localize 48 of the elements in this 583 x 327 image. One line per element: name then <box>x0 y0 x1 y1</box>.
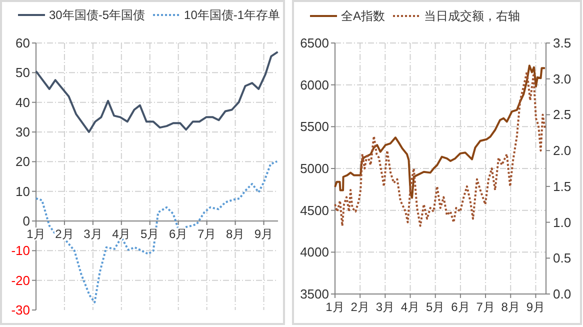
y-tick-label: 40 <box>16 94 30 110</box>
y-tick-label: -30 <box>11 302 30 318</box>
x-tick-label: 9月 <box>526 300 546 314</box>
y-tick-label: 6500 <box>300 36 329 50</box>
y-tick-label: 30 <box>16 124 30 140</box>
x-tick-label: 2月 <box>350 300 370 314</box>
y2-tick-label: 0.5 <box>553 250 572 266</box>
legend-label: 当日成交额，右轴 <box>424 9 520 23</box>
y-tick-label: 5000 <box>300 161 329 176</box>
line-series <box>334 70 546 227</box>
y-tick-label: 6000 <box>300 77 329 92</box>
x-tick-label: 3月 <box>376 300 395 314</box>
legend-label: 10年国债-1年存单 <box>184 8 280 22</box>
line-series <box>334 64 546 199</box>
x-tick-label: 5月 <box>140 227 160 241</box>
x-tick-label: 7月 <box>476 300 495 314</box>
y2-tick-label: 3.0 <box>553 71 572 86</box>
y-tick-label: 10 <box>16 184 30 199</box>
y2-tick-label: 2.0 <box>553 143 572 158</box>
y-tick-label: 50 <box>16 65 30 80</box>
x-tick-label: 6月 <box>169 227 188 241</box>
x-tick-label: 8月 <box>226 227 245 241</box>
x-tick-label: 8月 <box>501 300 520 314</box>
y2-tick-label: 0.0 <box>553 286 572 302</box>
y2-tick-label: 3.5 <box>553 36 572 50</box>
x-tick-label: 4月 <box>112 227 131 241</box>
x-tick-label: 1月 <box>326 300 344 314</box>
x-tick-label: 4月 <box>400 300 420 314</box>
y2-tick-label: 1.5 <box>553 178 572 194</box>
y2-tick-label: 2.5 <box>553 107 572 122</box>
x-tick-label: 3月 <box>84 227 102 241</box>
y-tick-label: 60 <box>16 36 30 50</box>
y-tick-label: 4000 <box>300 244 329 260</box>
y-tick-label: 20 <box>16 154 30 170</box>
x-tick-label: 6月 <box>451 300 470 314</box>
x-tick-label: 7月 <box>197 227 216 241</box>
x-tick-label: 9月 <box>254 227 274 241</box>
y-tick-label: 5500 <box>300 119 329 134</box>
legend-label: 全A指数 <box>341 9 386 23</box>
legend-label: 30年国债-5年国债 <box>49 8 146 22</box>
y-tick-label: -10 <box>11 243 30 258</box>
y-tick-label: 0 <box>22 214 30 228</box>
y-tick-label: 4500 <box>300 202 329 218</box>
y-tick-label: 3500 <box>300 286 329 302</box>
x-tick-label: 5月 <box>426 300 445 314</box>
y-tick-label: -20 <box>11 272 30 288</box>
line-series <box>35 50 279 133</box>
y2-tick-label: 1.0 <box>553 214 572 230</box>
